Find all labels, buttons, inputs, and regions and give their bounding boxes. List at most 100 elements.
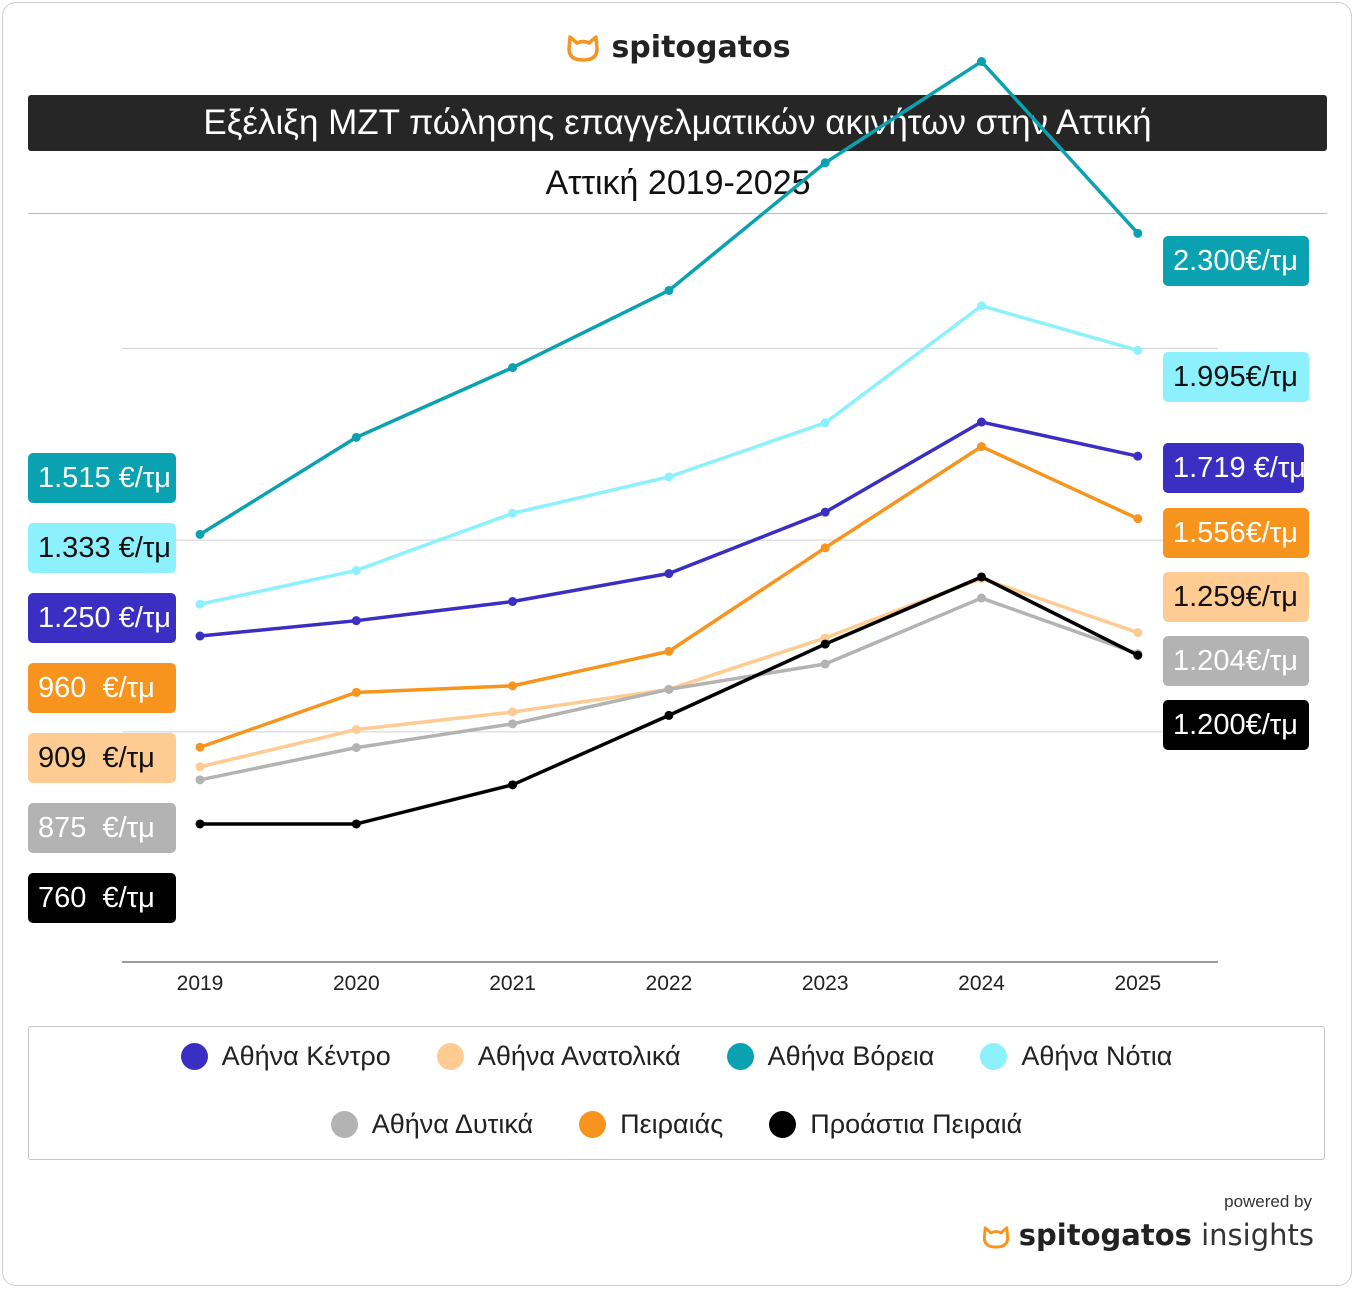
chart-subtitle: Αττική 2019-2025 bbox=[545, 164, 811, 202]
data-point bbox=[195, 762, 205, 772]
data-point bbox=[195, 599, 205, 609]
end-value-label-bg bbox=[1163, 636, 1309, 686]
legend: Αθήνα Κέντρο Αθήνα Ανατολικά Αθήνα Βόρει… bbox=[28, 1026, 1325, 1160]
start-value-label-bg bbox=[28, 733, 176, 783]
data-point bbox=[195, 631, 205, 641]
data-point bbox=[977, 593, 986, 603]
legend-label: Αθήνα Νότια bbox=[1021, 1041, 1173, 1071]
data-point bbox=[664, 684, 674, 694]
start-value-label: 960 €/τμ bbox=[38, 672, 155, 704]
title-divider bbox=[28, 213, 1327, 214]
legend-row: Αθήνα Κέντρο Αθήνα Ανατολικά Αθήνα Βόρει… bbox=[29, 1041, 1324, 1072]
end-value-label: 2.300€/τμ bbox=[1173, 245, 1298, 277]
end-value-label-bg bbox=[1163, 700, 1309, 750]
end-value-label: 1.259€/τμ bbox=[1173, 581, 1298, 613]
data-point bbox=[1133, 228, 1143, 238]
legend-swatch bbox=[769, 1111, 797, 1138]
cat-icon bbox=[567, 35, 600, 62]
data-point bbox=[977, 301, 986, 311]
x-tick-label: 2021 bbox=[489, 972, 536, 995]
x-tick-label: 2019 bbox=[177, 972, 224, 995]
data-point bbox=[820, 659, 830, 669]
legend-item: Αθήνα Νότια bbox=[980, 1041, 1172, 1072]
legend-item: Αθήνα Δυτικά bbox=[330, 1109, 534, 1140]
end-value-label: 1.204€/τμ bbox=[1173, 645, 1298, 677]
start-value-label: 1.333 €/τμ bbox=[38, 532, 171, 564]
data-point bbox=[351, 616, 361, 626]
series-line bbox=[200, 575, 1139, 826]
data-point bbox=[351, 725, 361, 735]
data-point bbox=[1133, 345, 1143, 355]
start-value-label-bg bbox=[28, 523, 176, 573]
end-value-label-bg bbox=[1163, 352, 1309, 402]
data-point bbox=[195, 529, 205, 539]
data-point bbox=[664, 710, 674, 720]
legend-item: Πειραιάς bbox=[579, 1109, 723, 1140]
data-point bbox=[508, 681, 518, 691]
brand-name: spitogatos bbox=[611, 30, 791, 65]
x-tick-label: 2023 bbox=[802, 972, 849, 995]
data-point bbox=[508, 597, 518, 607]
data-point bbox=[351, 819, 361, 829]
data-point bbox=[195, 775, 205, 785]
footer-brand-name: spitogatos bbox=[1018, 1218, 1192, 1252]
legend-label: Αθήνα Βόρεια bbox=[767, 1041, 935, 1071]
end-value-label: 1.719 €/τμ bbox=[1173, 452, 1306, 484]
series-line bbox=[199, 576, 1139, 769]
data-point bbox=[351, 565, 361, 575]
start-value-label: 760 €/τμ bbox=[38, 882, 155, 914]
x-tick-label: 2020 bbox=[333, 972, 380, 995]
data-point bbox=[1133, 451, 1143, 461]
legend-swatch bbox=[980, 1043, 1008, 1070]
data-point bbox=[664, 472, 674, 482]
data-point bbox=[820, 158, 830, 168]
series-line bbox=[199, 59, 1140, 536]
legend-swatch bbox=[726, 1043, 754, 1070]
data-point bbox=[977, 57, 986, 67]
legend-swatch bbox=[180, 1043, 208, 1070]
legend-label: Αθήνα Ανατολικά bbox=[477, 1041, 681, 1071]
data-point bbox=[351, 432, 361, 442]
brand-logo: spitogatos bbox=[0, 30, 1356, 65]
start-value-label-bg bbox=[28, 593, 176, 643]
data-point bbox=[508, 363, 518, 373]
start-value-label-bg bbox=[28, 663, 176, 713]
series-line bbox=[199, 444, 1139, 749]
data-point bbox=[508, 780, 518, 790]
data-point bbox=[977, 442, 986, 452]
data-point bbox=[508, 719, 518, 729]
chart-title: Εξέλιξη ΜΖΤ πώλησης επαγγελματικών ακινή… bbox=[28, 95, 1327, 151]
x-tick-label: 2024 bbox=[958, 972, 1005, 995]
data-point bbox=[351, 743, 361, 753]
start-value-label-bg bbox=[28, 453, 176, 503]
end-value-label: 1.556€/τμ bbox=[1173, 517, 1298, 549]
start-value-label: 875 €/τμ bbox=[38, 812, 155, 844]
end-value-label-bg bbox=[1163, 443, 1304, 493]
data-point bbox=[664, 569, 674, 579]
footer-brand-suffix: insights bbox=[1201, 1218, 1314, 1252]
data-point bbox=[820, 543, 830, 553]
legend-row: Αθήνα Δυτικά Πειραιάς Προάστια Πειραιά bbox=[29, 1109, 1324, 1140]
start-value-label: 1.515 €/τμ bbox=[38, 462, 171, 494]
legend-item: Αθήνα Βόρεια bbox=[726, 1041, 935, 1072]
x-tick-label: 2022 bbox=[646, 972, 693, 995]
legend-label: Αθήνα Δυτικά bbox=[371, 1109, 534, 1139]
data-point bbox=[664, 285, 674, 295]
start-value-label-bg bbox=[28, 803, 176, 853]
data-point bbox=[1133, 628, 1143, 638]
line-chart: 2019 2020 2021 2022 2023 2024 2025 1.515 €/τμ 1.… bbox=[28, 57, 1309, 995]
legend-item: Αθήνα Κέντρο bbox=[180, 1041, 391, 1072]
end-value-label-bg bbox=[1163, 508, 1309, 558]
legend-item: Αθήνα Ανατολικά bbox=[436, 1041, 681, 1072]
data-point bbox=[508, 707, 518, 717]
start-value-label: 909 €/τμ bbox=[38, 742, 155, 774]
end-value-label: 1.200€/τμ bbox=[1173, 709, 1298, 741]
end-value-label-bg bbox=[1163, 236, 1309, 286]
data-point bbox=[508, 508, 518, 518]
start-value-label: 1.250 €/τμ bbox=[38, 602, 171, 634]
end-value-label: 1.995€/τμ bbox=[1173, 361, 1298, 393]
legend-label: Αθήνα Κέντρο bbox=[221, 1041, 391, 1071]
data-point bbox=[977, 417, 986, 427]
data-point bbox=[1133, 514, 1143, 524]
legend-swatch bbox=[436, 1043, 464, 1070]
